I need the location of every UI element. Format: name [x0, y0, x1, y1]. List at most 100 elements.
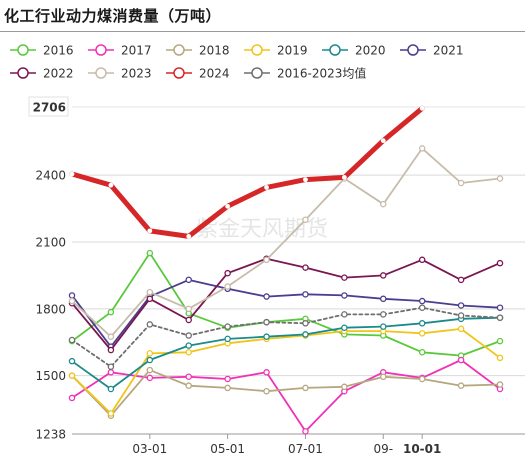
- legend-item-2024[interactable]: 2024: [166, 67, 230, 81]
- data-point: [108, 182, 114, 188]
- series-line: [71, 252, 501, 357]
- data-point: [380, 200, 387, 208]
- data-point: [341, 383, 348, 391]
- legend-label: 2020: [355, 44, 386, 58]
- data-point: [224, 375, 231, 383]
- data-point: [68, 297, 76, 305]
- series-line: [71, 327, 501, 415]
- data-point: [302, 216, 309, 223]
- data-point: [224, 269, 231, 277]
- data-point: [496, 354, 504, 362]
- data-point: [496, 304, 504, 311]
- legend: 2016 2017 2018 2019 2020 2021 2022 2023 2024 2016…: [10, 44, 464, 81]
- data-point: [496, 175, 504, 182]
- legend-label: 2022: [43, 67, 74, 81]
- data-point: [107, 308, 115, 316]
- data-point: [418, 304, 426, 311]
- x-tick-label: 03-01: [132, 442, 167, 456]
- data-point: [107, 410, 115, 417]
- data-point: [380, 138, 386, 144]
- data-point: [107, 346, 115, 354]
- data-point: [263, 369, 270, 376]
- series-lines: [68, 105, 504, 435]
- data-point: [107, 369, 115, 376]
- data-point: [457, 179, 465, 187]
- y-tick-label: 2706: [33, 101, 66, 115]
- data-point: [419, 105, 425, 111]
- series-line: [71, 369, 501, 417]
- data-point: [380, 323, 387, 330]
- data-point: [69, 171, 75, 177]
- data-point: [302, 320, 309, 327]
- data-point: [418, 330, 426, 337]
- legend-item-2016-2023[interactable]: 2016-2023均值: [244, 66, 366, 81]
- data-point: [68, 357, 76, 365]
- legend-item-2020[interactable]: 2020: [322, 44, 386, 58]
- data-point: [302, 428, 309, 435]
- series-2021: [68, 276, 504, 350]
- series-2024: [69, 105, 425, 239]
- y-tick-highlight-box: [28, 96, 69, 117]
- legend-swatch-marker: [407, 44, 419, 56]
- legend-item-2022[interactable]: 2022: [10, 67, 74, 81]
- legend-item-2017[interactable]: 2017: [88, 44, 152, 58]
- data-point: [185, 316, 192, 324]
- series-line: [71, 316, 501, 390]
- data-point: [457, 276, 465, 284]
- legend-swatch-marker: [329, 44, 341, 56]
- data-point: [185, 305, 192, 313]
- legend-swatch-marker: [173, 67, 185, 79]
- data-point: [263, 387, 270, 395]
- legend-label: 2018: [199, 44, 230, 58]
- series-line: [71, 147, 501, 338]
- legend-item-2018[interactable]: 2018: [166, 44, 230, 58]
- data-point: [341, 292, 348, 299]
- data-point: [225, 203, 231, 209]
- legend-label: 2021: [433, 44, 464, 58]
- legend-item-2016[interactable]: 2016: [10, 44, 74, 58]
- data-point: [302, 264, 309, 271]
- y-tick-label: 1500: [35, 369, 66, 383]
- series-line: [69, 105, 425, 239]
- data-point: [68, 372, 76, 379]
- data-point: [496, 381, 504, 388]
- series-2017: [68, 356, 504, 435]
- y-tick-label: 1238: [35, 428, 66, 442]
- title-divider: [0, 31, 525, 32]
- series-2022: [68, 255, 504, 354]
- data-point: [380, 272, 387, 279]
- data-point: [418, 348, 426, 356]
- axes: 1238 1500 1800 2100 2400 2706 03-01 05-01 07-01 0…: [28, 96, 525, 456]
- x-tick-label: 09-: [373, 442, 393, 456]
- data-point: [224, 323, 231, 330]
- legend-label: 2016-2023均值: [277, 66, 366, 81]
- data-point: [302, 291, 309, 298]
- data-point: [146, 249, 154, 257]
- legend-item-2019[interactable]: 2019: [244, 44, 308, 58]
- data-point: [341, 311, 348, 318]
- legend-swatch-marker: [173, 44, 185, 56]
- data-point: [380, 373, 387, 381]
- data-point: [147, 228, 153, 234]
- legend-swatch-marker: [95, 67, 107, 79]
- data-point: [341, 274, 348, 281]
- legend-label: 2024: [199, 67, 230, 81]
- data-point: [457, 312, 465, 319]
- data-point: [146, 366, 154, 374]
- data-point: [418, 375, 426, 383]
- data-point: [496, 259, 504, 267]
- data-point: [186, 234, 192, 239]
- legend-item-2021[interactable]: 2021: [400, 44, 464, 58]
- data-point: [263, 256, 270, 264]
- data-point: [107, 385, 115, 393]
- legend-swatch-marker: [251, 44, 263, 56]
- data-point: [146, 374, 154, 382]
- data-point: [302, 384, 309, 392]
- legend-item-2023[interactable]: 2023: [88, 67, 152, 81]
- data-point: [146, 295, 154, 303]
- data-point: [418, 256, 426, 264]
- series-2023: [68, 145, 504, 340]
- legend-label: 2019: [277, 44, 308, 58]
- data-point: [146, 321, 154, 328]
